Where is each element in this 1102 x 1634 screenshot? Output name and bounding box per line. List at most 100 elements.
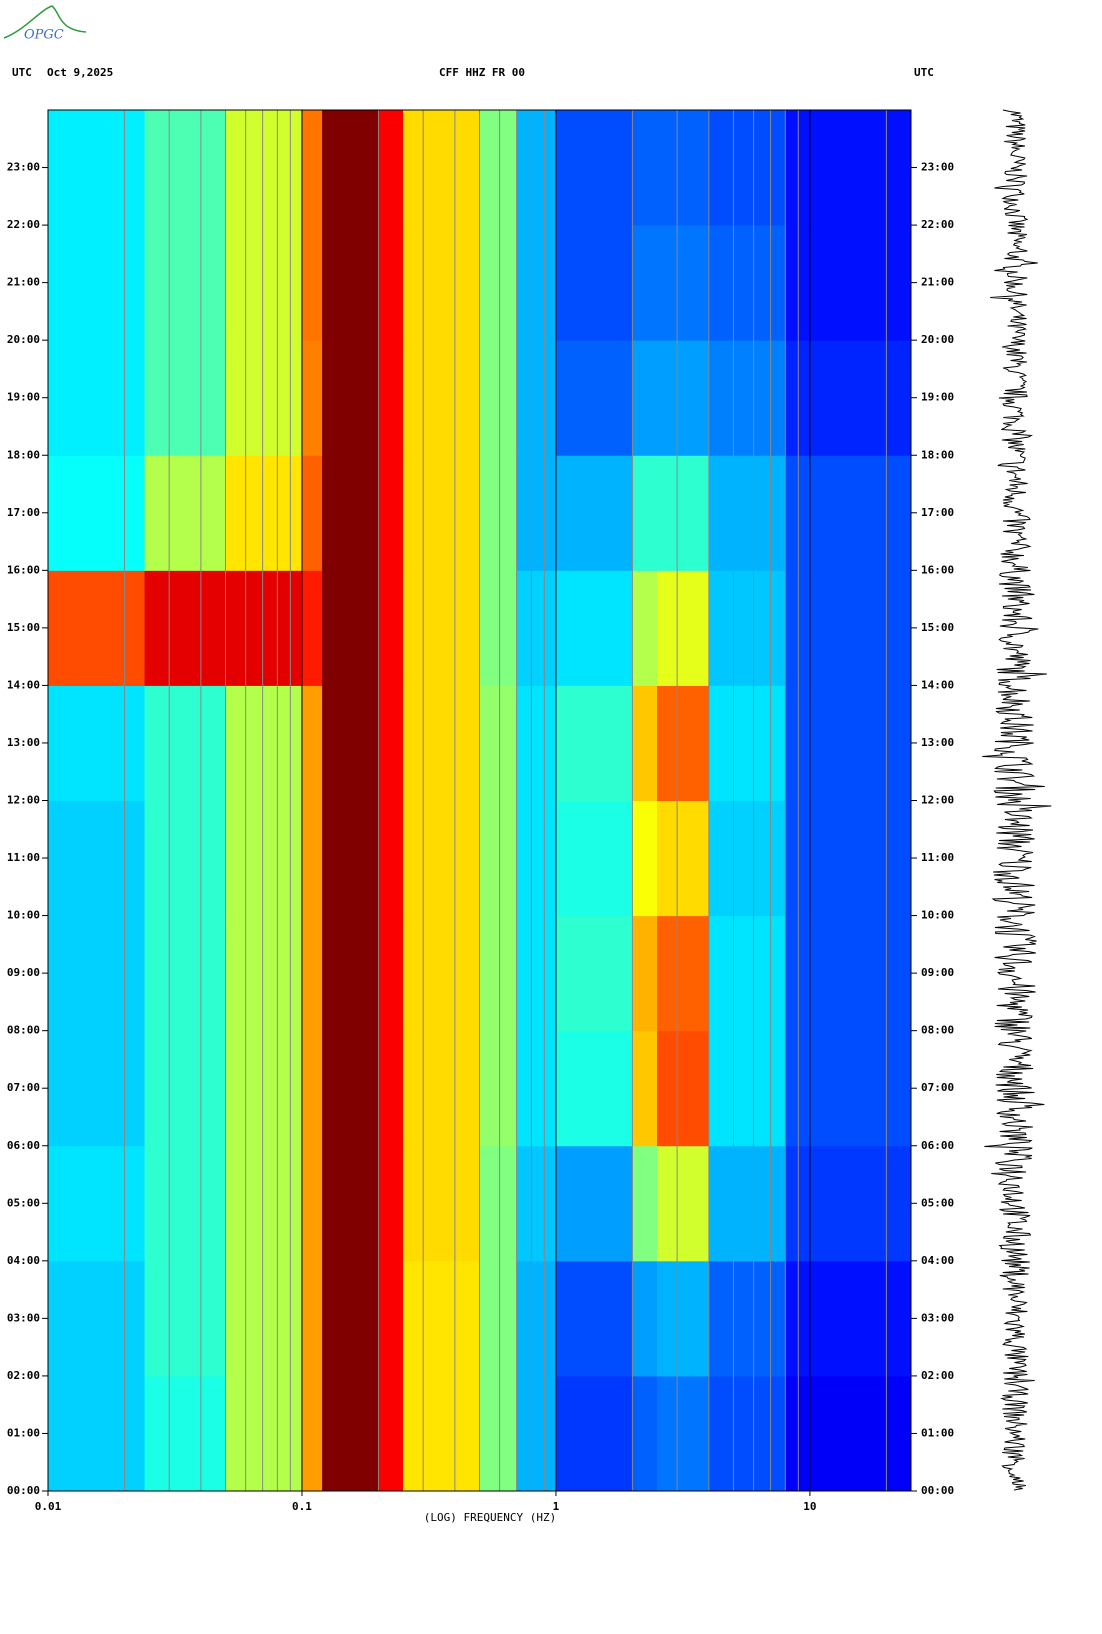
spectrogram-cell xyxy=(555,1145,633,1262)
y-tick-label: 00:00 xyxy=(7,1484,40,1497)
spectrogram-cell xyxy=(516,110,557,226)
spectrogram-cell xyxy=(708,1145,786,1262)
spectrogram-cell xyxy=(301,1375,323,1492)
spectrogram-cell xyxy=(301,1145,323,1262)
spectrogram-cell xyxy=(48,1260,146,1377)
x-tick-label: 0.01 xyxy=(35,1500,62,1513)
spectrogram-cell xyxy=(403,1145,480,1262)
spectrogram-cell xyxy=(632,1260,658,1377)
spectrogram-cell xyxy=(555,1260,633,1377)
spectrogram-cell xyxy=(479,455,518,571)
spectrogram-cell xyxy=(322,455,379,571)
date: Oct 9,2025 xyxy=(47,66,113,79)
spectrogram-cell xyxy=(322,1030,379,1147)
spectrogram-cell xyxy=(48,570,146,686)
spectrogram-cell xyxy=(48,1030,146,1147)
spectrogram-cell xyxy=(322,1375,379,1492)
spectrogram-cell xyxy=(479,685,518,801)
spectrogram-cell xyxy=(657,570,710,686)
spectrogram-cell xyxy=(657,685,710,801)
spectrogram-cell xyxy=(657,800,710,917)
y-tick-label: 21:00 xyxy=(921,276,954,289)
spectrogram-cell xyxy=(516,800,557,917)
spectrogram-cell xyxy=(48,455,146,571)
spectrogram-cell xyxy=(144,1145,227,1262)
spectrogram-cell xyxy=(708,1375,786,1492)
spectrogram-cell xyxy=(403,1030,480,1147)
y-tick-label: 14:00 xyxy=(921,678,954,691)
spectrogram-cell xyxy=(785,915,912,1032)
y-tick-label: 12:00 xyxy=(7,794,40,807)
spectrogram-cell xyxy=(301,915,323,1032)
spectrogram-cell xyxy=(378,1375,404,1492)
spectrogram-cell xyxy=(378,800,404,917)
spectrogram-cell xyxy=(516,685,557,801)
spectrogram-cell xyxy=(785,455,912,571)
seismogram-trace xyxy=(982,109,1052,1491)
y-tick-label: 21:00 xyxy=(7,276,40,289)
spectrogram-cell xyxy=(708,110,786,226)
spectrogram-cell xyxy=(555,225,633,341)
spectrogram-cell xyxy=(322,1145,379,1262)
y-tick-label: 01:00 xyxy=(921,1426,954,1439)
y-tick-label: 07:00 xyxy=(7,1081,40,1094)
x-axis-label: (LOG) FREQUENCY (HZ) xyxy=(424,1511,556,1524)
y-tick-label: 08:00 xyxy=(7,1024,40,1037)
y-tick-label: 20:00 xyxy=(921,333,954,346)
spectrogram-cell xyxy=(555,800,633,917)
spectrogram-cell xyxy=(479,915,518,1032)
y-tick-label: 02:00 xyxy=(921,1369,954,1382)
spectrogram-cell xyxy=(708,915,786,1032)
spectrogram-cell xyxy=(516,1375,557,1492)
logo-curve xyxy=(3,5,87,39)
spectrogram-cell xyxy=(632,685,658,801)
spectrogram-cell xyxy=(322,225,379,341)
y-tick-label: 05:00 xyxy=(921,1196,954,1209)
spectrogram-cell xyxy=(403,110,480,226)
y-tick-label: 02:00 xyxy=(7,1369,40,1382)
x-tick-label: 10 xyxy=(803,1500,816,1513)
spectrogram-cell xyxy=(785,110,912,226)
spectrogram-cell xyxy=(657,1030,710,1147)
y-tick-label: 00:00 xyxy=(921,1484,954,1497)
y-tick-label: 01:00 xyxy=(7,1426,40,1439)
y-tick-label: 22:00 xyxy=(921,218,954,231)
y-tick-label: 10:00 xyxy=(921,909,954,922)
spectrogram-cell xyxy=(657,455,710,571)
spectrogram-cell xyxy=(322,915,379,1032)
spectrogram-cell xyxy=(48,1145,146,1262)
spectrogram-cell xyxy=(322,685,379,801)
spectrogram-cell xyxy=(479,570,518,686)
spectrogram-cell xyxy=(48,1375,146,1492)
y-tick-label: 16:00 xyxy=(921,563,954,576)
spectrogram-cell xyxy=(403,340,480,456)
spectrogram-cell xyxy=(708,340,786,456)
spectrogram-cell xyxy=(632,570,658,686)
y-tick-label: 17:00 xyxy=(921,506,954,519)
spectrogram-cell xyxy=(479,800,518,917)
spectrogram-cell xyxy=(785,570,912,686)
y-tick-label: 23:00 xyxy=(7,161,40,174)
spectrogram-cell xyxy=(225,1260,303,1377)
spectrogram-cell xyxy=(516,225,557,341)
spectrogram-cell xyxy=(144,685,227,801)
spectrogram-cell xyxy=(632,915,658,1032)
spectrogram-cell xyxy=(516,570,557,686)
y-tick-label: 11:00 xyxy=(921,851,954,864)
spectrogram-cell xyxy=(322,1260,379,1377)
spectrogram-cell xyxy=(657,1260,710,1377)
spectrogram-cell xyxy=(378,110,404,226)
spectrogram-cell xyxy=(144,1260,227,1377)
y-tick-label: 13:00 xyxy=(7,736,40,749)
spectrogram-cell xyxy=(403,800,480,917)
spectrogram-cell xyxy=(48,110,146,226)
spectrogram-cell xyxy=(48,225,146,341)
spectrogram-cell xyxy=(301,455,323,571)
spectrogram-cell xyxy=(378,1260,404,1377)
y-tick-label: 09:00 xyxy=(7,966,40,979)
spectrogram-cell xyxy=(479,1375,518,1492)
spectrogram-cell xyxy=(378,340,404,456)
spectrogram-cell xyxy=(378,455,404,571)
